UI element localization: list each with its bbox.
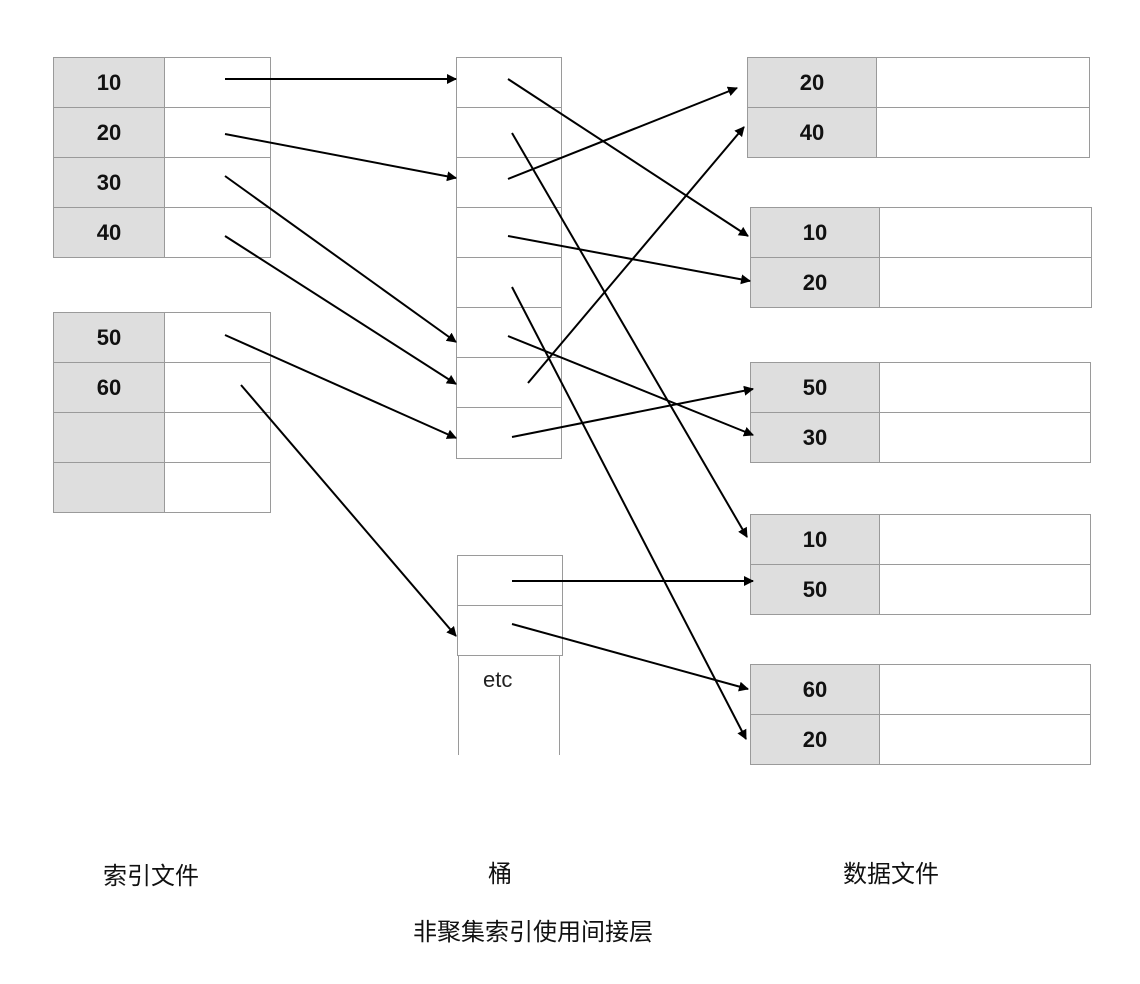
arrow [507,86,738,180]
diagram-caption: 非聚集索引使用间接层 [413,918,653,946]
arrow [240,384,457,637]
bucket-continuation-line [458,655,459,755]
bucket-slot [456,207,562,258]
arrow [511,623,749,692]
index-key-60: 60 [53,362,165,413]
index-pointer [164,412,271,463]
index-pointer [164,462,271,513]
arrow [507,235,751,285]
index-pointer [164,312,271,363]
data-record [879,412,1091,463]
bucket-slot [456,57,562,108]
data-key-10: 10 [750,514,880,565]
arrow [224,133,457,182]
data-key-40: 40 [747,107,877,158]
index-key-40: 40 [53,207,165,258]
data-record [879,362,1091,413]
data-key-30: 30 [750,412,880,463]
arrow [507,78,749,237]
data-record [879,564,1091,615]
data-record [876,107,1090,158]
etc-label: etc [483,667,513,692]
index-file-label: 索引文件 [103,862,199,890]
index-key-20: 20 [53,107,165,158]
arrow [224,175,457,343]
data-record [879,207,1092,258]
data-key-20: 20 [750,257,880,308]
bucket-continuation-line [559,655,560,755]
arrow [511,132,748,538]
bucket-slot [456,407,562,459]
bucket-label: 桶 [488,860,512,888]
index-key-30: 30 [53,157,165,208]
arrow [507,335,754,437]
arrow [224,235,457,385]
data-record [879,664,1091,715]
data-key-20: 20 [750,714,880,765]
data-file-label: 数据文件 [843,860,939,888]
index-key-10: 10 [53,57,165,108]
data-record [879,257,1092,308]
data-record [879,714,1091,765]
index-key-empty [53,462,165,513]
arrow [527,126,745,384]
arrow [511,286,747,740]
bucket-slot [457,605,563,656]
index-pointer [164,207,271,258]
data-key-60: 60 [750,664,880,715]
index-pointer [164,157,271,208]
arrow [224,334,457,439]
arrow [511,385,754,438]
index-pointer [164,362,271,413]
data-key-50: 50 [750,564,880,615]
data-key-50: 50 [750,362,880,413]
index-key-empty [53,412,165,463]
data-record [876,57,1090,108]
